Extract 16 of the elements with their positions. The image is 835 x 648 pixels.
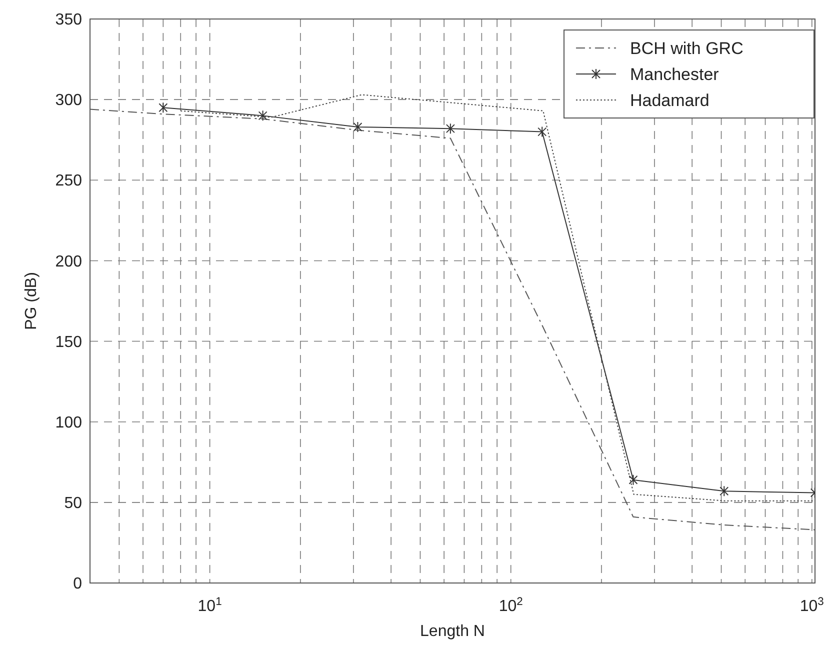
y-tick-label: 150 [55,334,82,351]
y-tick-label: 100 [55,414,82,432]
legend-label: BCH with GRC [630,38,744,58]
x-tick-label: 10$^{1}$ [198,596,222,615]
y-tick-label: 300 [55,92,82,110]
y-tick-label: 250 [55,172,82,190]
legend-label: Hadamard [630,90,710,110]
x-tick-label: 10$^{3}$ [800,596,824,615]
x-axis-title: Length N [420,623,485,640]
y-tick-label: 350 [55,12,82,29]
y-tick-label: 50 [64,495,82,512]
y-tick-label: 200 [55,253,82,270]
x-tick-label: 10$^{2}$ [498,596,523,615]
legend-label: Manchester [630,64,720,84]
y-axis-title: PG (dB) [23,272,40,330]
y-tick-label: 0 [73,576,82,593]
